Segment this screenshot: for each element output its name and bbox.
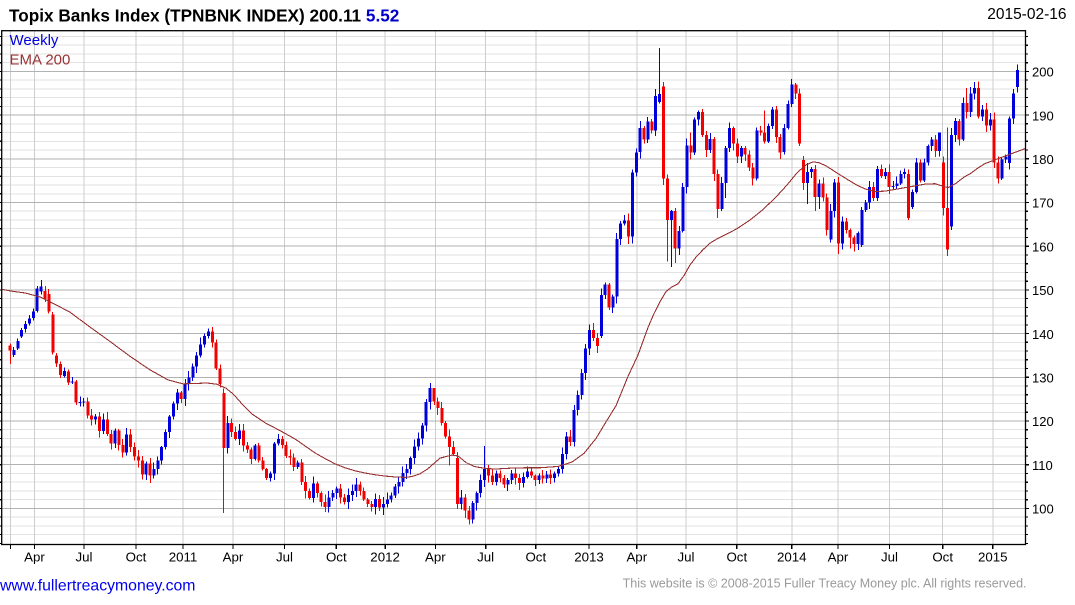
- svg-text:120: 120: [1032, 414, 1054, 429]
- svg-text:Apr: Apr: [828, 550, 849, 565]
- svg-text:Oct: Oct: [326, 550, 347, 565]
- svg-text:190: 190: [1032, 108, 1054, 123]
- svg-text:140: 140: [1032, 327, 1054, 342]
- svg-text:Apr: Apr: [425, 550, 446, 565]
- svg-text:Oct: Oct: [932, 550, 953, 565]
- svg-text:2015-02-16: 2015-02-16: [987, 6, 1066, 23]
- svg-text:2012: 2012: [370, 550, 400, 565]
- svg-text:2013: 2013: [574, 550, 604, 565]
- svg-text:150: 150: [1032, 283, 1054, 298]
- svg-text:Jul: Jul: [76, 550, 93, 565]
- svg-text:Jul: Jul: [276, 550, 293, 565]
- svg-text:2015: 2015: [978, 550, 1008, 565]
- svg-text:Jul: Jul: [678, 550, 695, 565]
- svg-text:160: 160: [1032, 239, 1054, 254]
- svg-text:Apr: Apr: [24, 550, 45, 565]
- svg-text:Topix Banks Index (TPNBNK INDE: Topix Banks Index (TPNBNK INDEX) 200.11 …: [9, 6, 399, 26]
- svg-text:Apr: Apr: [626, 550, 647, 565]
- svg-text:Oct: Oct: [525, 550, 546, 565]
- svg-text:Oct: Oct: [126, 550, 147, 565]
- svg-text:Weekly: Weekly: [10, 32, 59, 49]
- svg-text:180: 180: [1032, 152, 1054, 167]
- svg-text:2014: 2014: [777, 550, 807, 565]
- svg-text:100: 100: [1032, 502, 1054, 517]
- svg-text:Apr: Apr: [223, 550, 244, 565]
- svg-text:www.fullertreacymoney.com: www.fullertreacymoney.com: [0, 578, 195, 595]
- svg-text:2011: 2011: [169, 550, 198, 565]
- svg-text:170: 170: [1032, 196, 1054, 211]
- svg-text:Oct: Oct: [726, 550, 747, 565]
- svg-text:Jul: Jul: [881, 550, 898, 565]
- svg-text:EMA 200: EMA 200: [10, 51, 71, 68]
- svg-text:This website is © 2008-2015 Fu: This website is © 2008-2015 Fuller Treac…: [623, 577, 1027, 591]
- svg-text:130: 130: [1032, 371, 1054, 386]
- svg-text:Jul: Jul: [477, 550, 494, 565]
- svg-text:110: 110: [1032, 458, 1053, 473]
- svg-text:200: 200: [1032, 65, 1054, 80]
